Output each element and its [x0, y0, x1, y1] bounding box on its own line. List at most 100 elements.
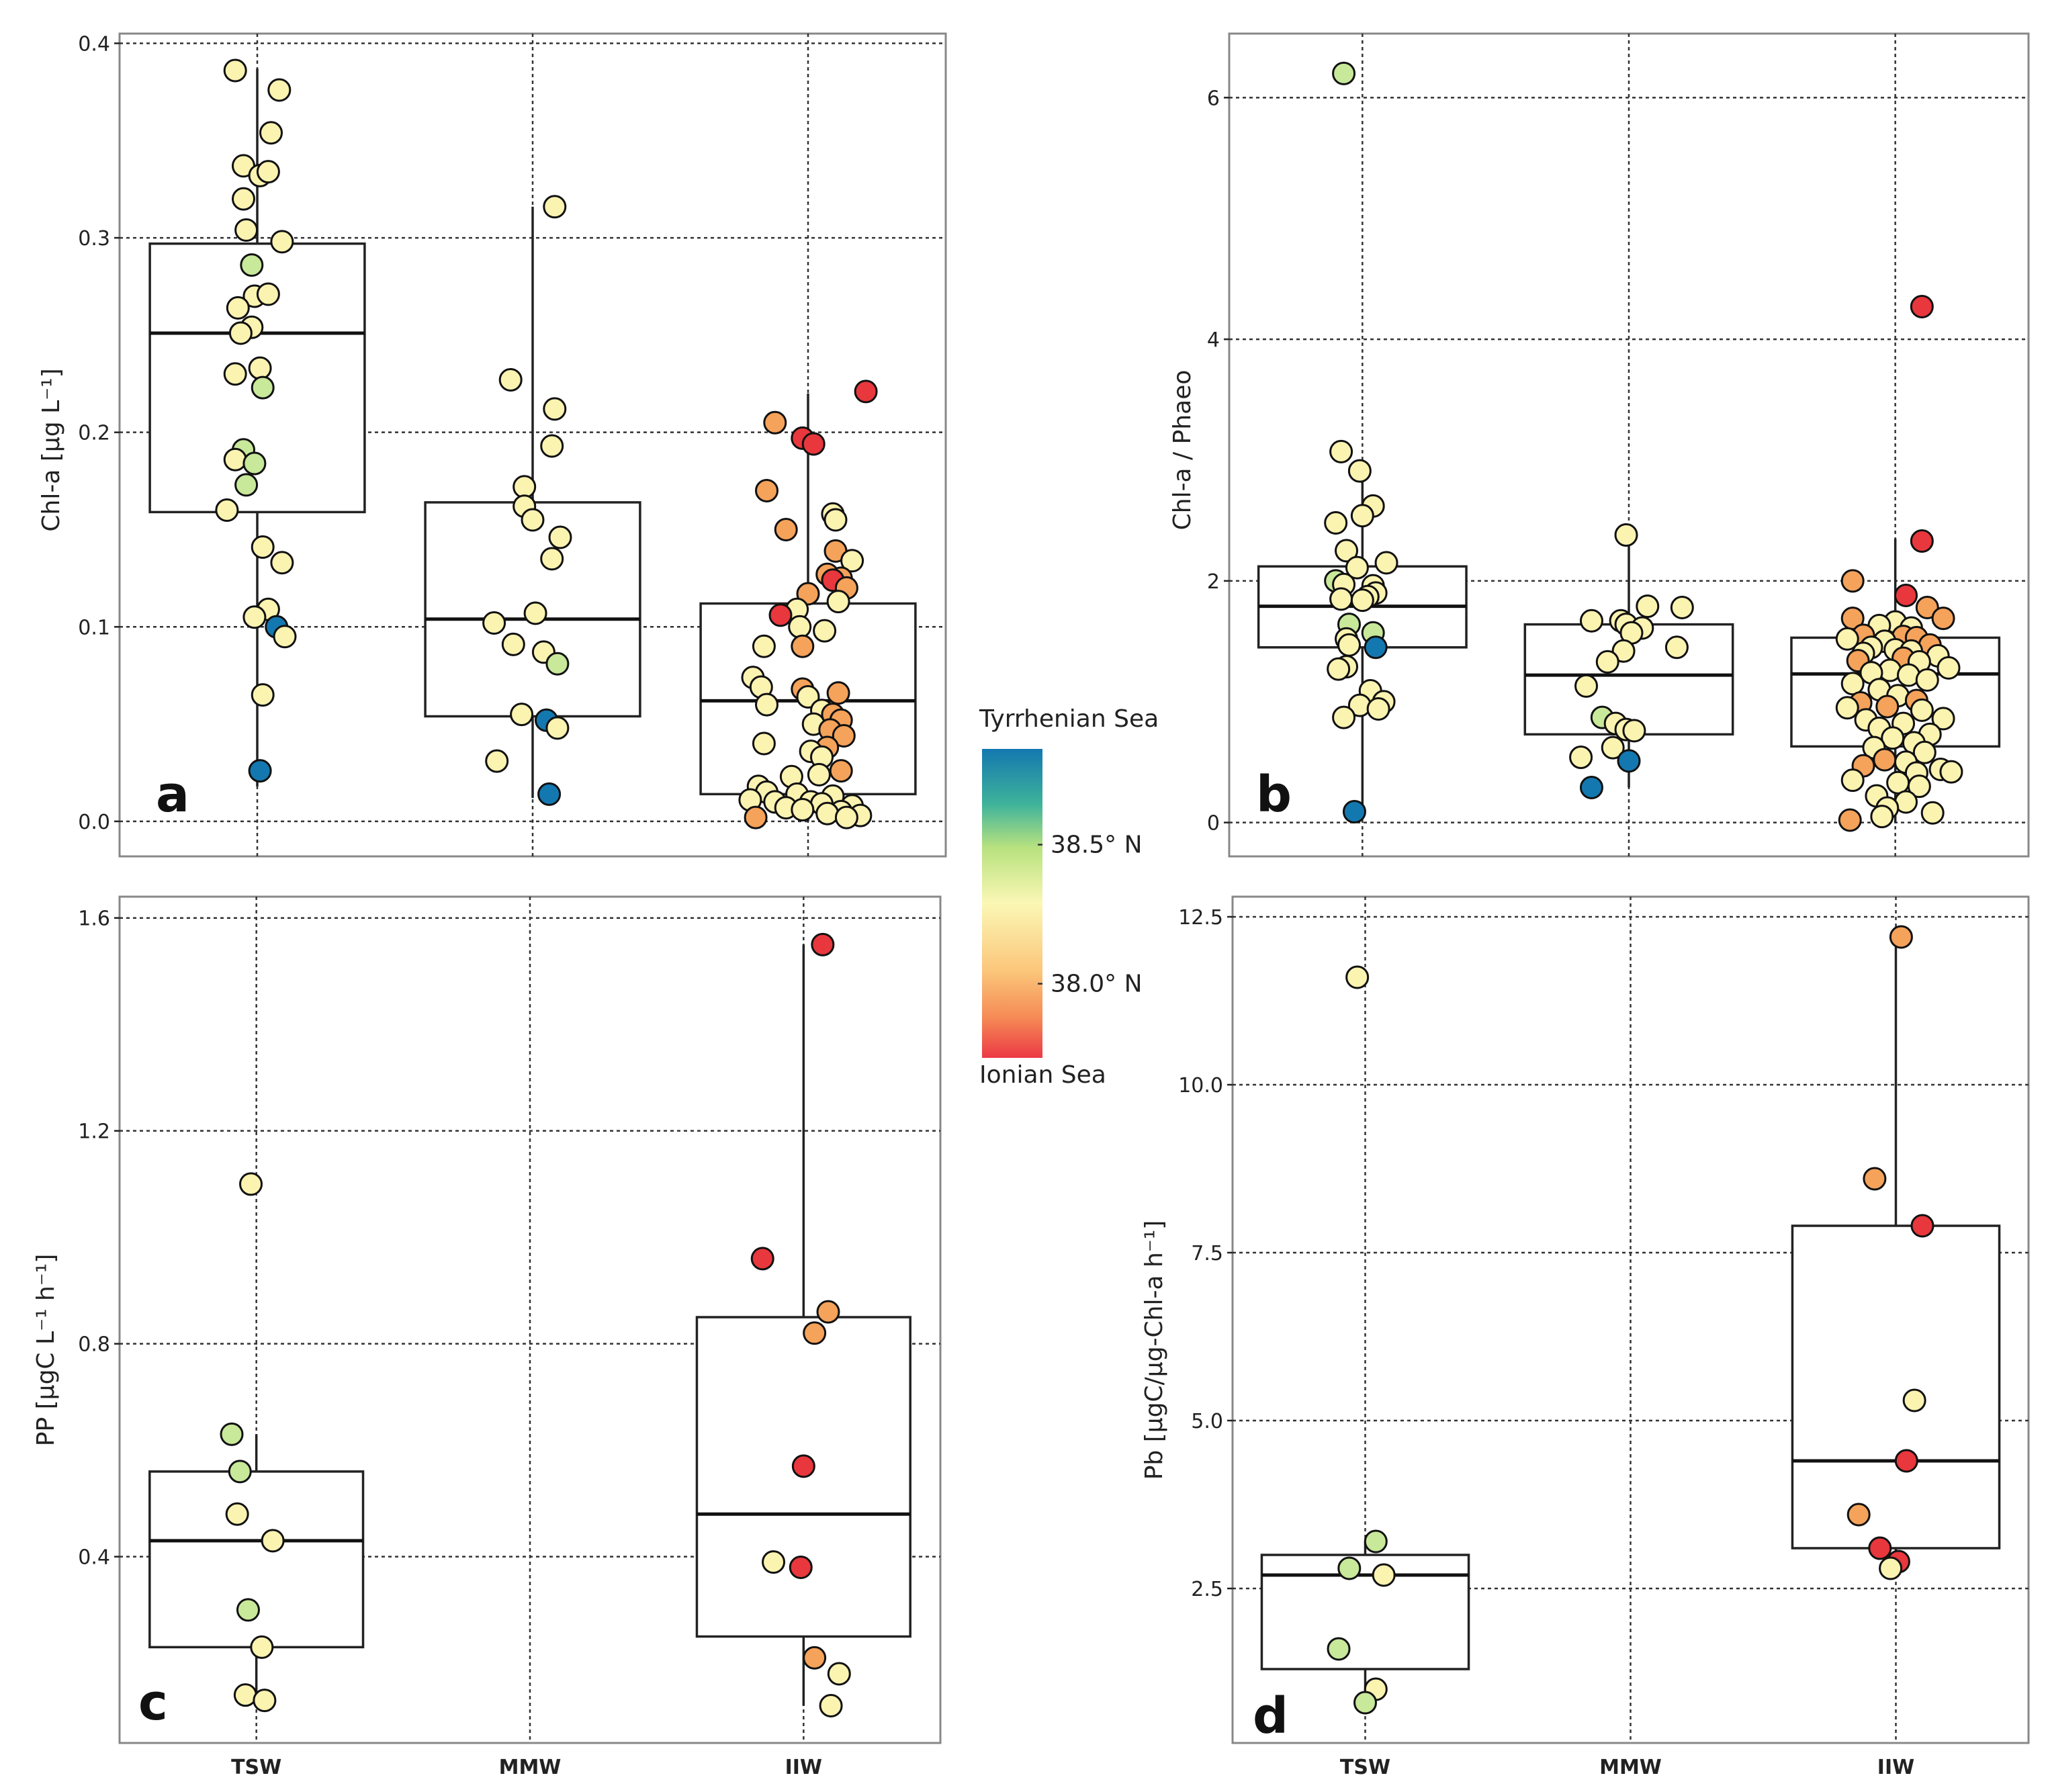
panel-c: 0.4 0.8 1.2 1.6 TSW MMW IIW PP [μgC L⁻¹ h⁻¹] c [32, 895, 942, 1779]
data-point [251, 683, 275, 707]
data-point [242, 451, 267, 476]
y-tick-label: 0.8 [78, 1333, 110, 1357]
data-point [232, 187, 255, 211]
data-point [1636, 594, 1660, 619]
box-iqr [1260, 1554, 1470, 1670]
y-tick-label: 4 [1207, 328, 1220, 352]
data-point [1931, 607, 1955, 631]
data-point [768, 603, 793, 627]
data-point [789, 1555, 813, 1579]
data-point [1327, 657, 1351, 681]
data-point [755, 479, 778, 503]
data-point [228, 321, 253, 345]
data-point [1622, 719, 1646, 743]
data-point [1614, 523, 1638, 547]
data-point [823, 508, 848, 532]
data-point [1873, 748, 1897, 772]
data-point [1894, 1449, 1918, 1473]
data-point [796, 685, 820, 709]
data-point [1894, 583, 1918, 607]
y-tick-label: 2 [1207, 570, 1220, 594]
data-point [791, 1454, 815, 1478]
data-point [1910, 529, 1934, 553]
y-tick-label: 0 [1207, 812, 1220, 836]
x-tick-label: MMW [499, 1756, 562, 1779]
y-tick-label: 2.5 [1191, 1578, 1223, 1601]
data-point [256, 160, 280, 184]
data-point [1931, 707, 1955, 731]
data-point [1366, 697, 1390, 721]
data-point [1611, 639, 1636, 663]
data-point [251, 375, 275, 400]
y-tick-label: 6 [1207, 87, 1220, 110]
data-point [854, 379, 878, 404]
data-point [1350, 588, 1374, 613]
data-point [1835, 696, 1859, 720]
y-tick-label: 7.5 [1191, 1242, 1223, 1265]
y-tick-label: 0.4 [78, 32, 110, 56]
x-tick-label: IIW [1877, 1756, 1914, 1779]
y-tick-label: 12.5 [1178, 906, 1223, 930]
data-point [523, 601, 547, 625]
data-point [248, 356, 272, 380]
data-point [267, 78, 292, 102]
y-tick-label: 1.6 [78, 907, 110, 931]
data-point [273, 625, 297, 649]
data-point [234, 473, 259, 497]
data-point [248, 759, 272, 783]
y-tick-label: 0.1 [78, 616, 110, 639]
panel-a: 0.0 0.1 0.2 0.3 0.4 Chl-a [μg L⁻¹] a [38, 32, 947, 858]
panel-c-letter: c [138, 1674, 168, 1732]
data-point [545, 652, 570, 676]
data-point [1342, 799, 1366, 823]
data-point [1912, 740, 1936, 764]
data-point [1574, 674, 1599, 698]
panel-b: 0 2 4 6 Chl-a / Phaeo b [1169, 32, 2030, 858]
data-point [815, 801, 840, 825]
panel-b-ylabel: Chl-a / Phaeo [1169, 370, 1196, 531]
data-point [1324, 511, 1348, 535]
data-point [228, 1460, 252, 1484]
data-point [1868, 1536, 1892, 1560]
data-point [1870, 805, 1894, 829]
data-point [1601, 735, 1625, 760]
data-point [233, 1683, 257, 1707]
y-tick-label: 1.2 [78, 1120, 110, 1144]
data-point [1915, 668, 1939, 692]
data-point [1579, 775, 1603, 799]
box-iqr [1791, 1224, 2001, 1550]
panel-d-letter: d [1253, 1687, 1288, 1745]
colorbar-gradient [982, 749, 1042, 1058]
data-point [1840, 569, 1865, 593]
data-point [540, 547, 564, 571]
data-point [1939, 760, 1963, 784]
y-tick-label: 5.0 [1191, 1410, 1223, 1433]
data-point [1910, 1214, 1934, 1238]
data-point [788, 615, 812, 639]
data-point [1664, 635, 1689, 660]
data-point [240, 253, 264, 277]
panel-d-ylabel: Pb [μgC/μg-Chl-a h⁻¹] [1141, 1220, 1168, 1480]
data-point [498, 367, 523, 392]
data-point [752, 634, 776, 658]
data-point [253, 1689, 277, 1713]
data-point [510, 703, 534, 727]
data-point [521, 508, 545, 532]
data-point [1347, 459, 1372, 483]
data-point [811, 932, 835, 956]
data-point [803, 1646, 827, 1670]
y-tick-label: 0.3 [78, 227, 110, 251]
data-point [1579, 609, 1603, 633]
data-point [801, 432, 826, 456]
data-point [826, 681, 850, 705]
data-point [1879, 1556, 1903, 1580]
plot-area: 2.5 5.0 7.5 10.0 12.5 TSW MMW IIW [1178, 895, 2030, 1779]
data-point [270, 230, 294, 254]
data-point [826, 590, 850, 614]
data-point [1835, 627, 1859, 651]
data-point [223, 447, 247, 472]
data-point [1337, 633, 1361, 657]
data-point [1364, 1529, 1388, 1554]
data-point [548, 525, 572, 549]
